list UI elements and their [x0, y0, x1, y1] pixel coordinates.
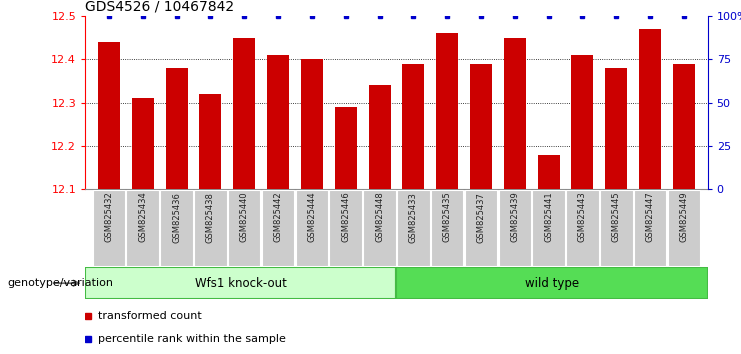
FancyBboxPatch shape: [431, 190, 463, 267]
FancyBboxPatch shape: [85, 267, 396, 299]
Bar: [673, 64, 695, 189]
FancyBboxPatch shape: [296, 190, 328, 267]
Bar: [301, 59, 323, 189]
Bar: [98, 42, 120, 189]
Bar: [199, 94, 222, 189]
Bar: [538, 155, 559, 189]
Text: GSM825432: GSM825432: [104, 192, 113, 242]
Text: GSM825437: GSM825437: [476, 192, 485, 242]
Text: GSM825449: GSM825449: [679, 192, 688, 242]
Text: GSM825443: GSM825443: [578, 192, 587, 242]
Text: GSM825440: GSM825440: [239, 192, 249, 242]
Text: transformed count: transformed count: [98, 311, 202, 321]
Bar: [132, 98, 153, 189]
Text: GSM825439: GSM825439: [511, 192, 519, 242]
Bar: [165, 68, 187, 189]
Text: percentile rank within the sample: percentile rank within the sample: [98, 334, 285, 344]
FancyBboxPatch shape: [668, 190, 700, 267]
FancyBboxPatch shape: [160, 190, 193, 267]
Text: genotype/variation: genotype/variation: [7, 278, 113, 288]
Bar: [267, 55, 289, 189]
Bar: [402, 64, 425, 189]
FancyBboxPatch shape: [634, 190, 666, 267]
Text: GSM825448: GSM825448: [375, 192, 384, 242]
FancyBboxPatch shape: [127, 190, 159, 267]
Bar: [571, 55, 594, 189]
Bar: [605, 68, 628, 189]
Bar: [504, 38, 526, 189]
FancyBboxPatch shape: [499, 190, 531, 267]
FancyBboxPatch shape: [600, 190, 633, 267]
Text: GSM825438: GSM825438: [206, 192, 215, 242]
Text: GSM825435: GSM825435: [442, 192, 452, 242]
FancyBboxPatch shape: [363, 190, 396, 267]
FancyBboxPatch shape: [93, 190, 125, 267]
FancyBboxPatch shape: [262, 190, 294, 267]
Text: GSM825433: GSM825433: [409, 192, 418, 242]
Text: GSM825444: GSM825444: [308, 192, 316, 242]
FancyBboxPatch shape: [330, 190, 362, 267]
FancyBboxPatch shape: [533, 190, 565, 267]
Bar: [470, 64, 492, 189]
FancyBboxPatch shape: [396, 267, 708, 299]
Text: Wfs1 knock-out: Wfs1 knock-out: [195, 277, 287, 290]
Text: GSM825436: GSM825436: [172, 192, 181, 242]
FancyBboxPatch shape: [228, 190, 260, 267]
FancyBboxPatch shape: [566, 190, 599, 267]
Text: wild type: wild type: [525, 277, 579, 290]
Bar: [233, 38, 255, 189]
Bar: [368, 85, 391, 189]
Text: GSM825442: GSM825442: [273, 192, 282, 242]
Text: GSM825445: GSM825445: [612, 192, 621, 242]
Text: GDS4526 / 10467842: GDS4526 / 10467842: [85, 0, 234, 13]
Bar: [639, 29, 661, 189]
FancyBboxPatch shape: [465, 190, 497, 267]
Bar: [436, 33, 458, 189]
FancyBboxPatch shape: [397, 190, 430, 267]
Text: GSM825446: GSM825446: [341, 192, 350, 242]
FancyBboxPatch shape: [194, 190, 227, 267]
Text: GSM825434: GSM825434: [139, 192, 147, 242]
Text: GSM825441: GSM825441: [544, 192, 554, 242]
Text: GSM825447: GSM825447: [645, 192, 654, 242]
Bar: [335, 107, 356, 189]
